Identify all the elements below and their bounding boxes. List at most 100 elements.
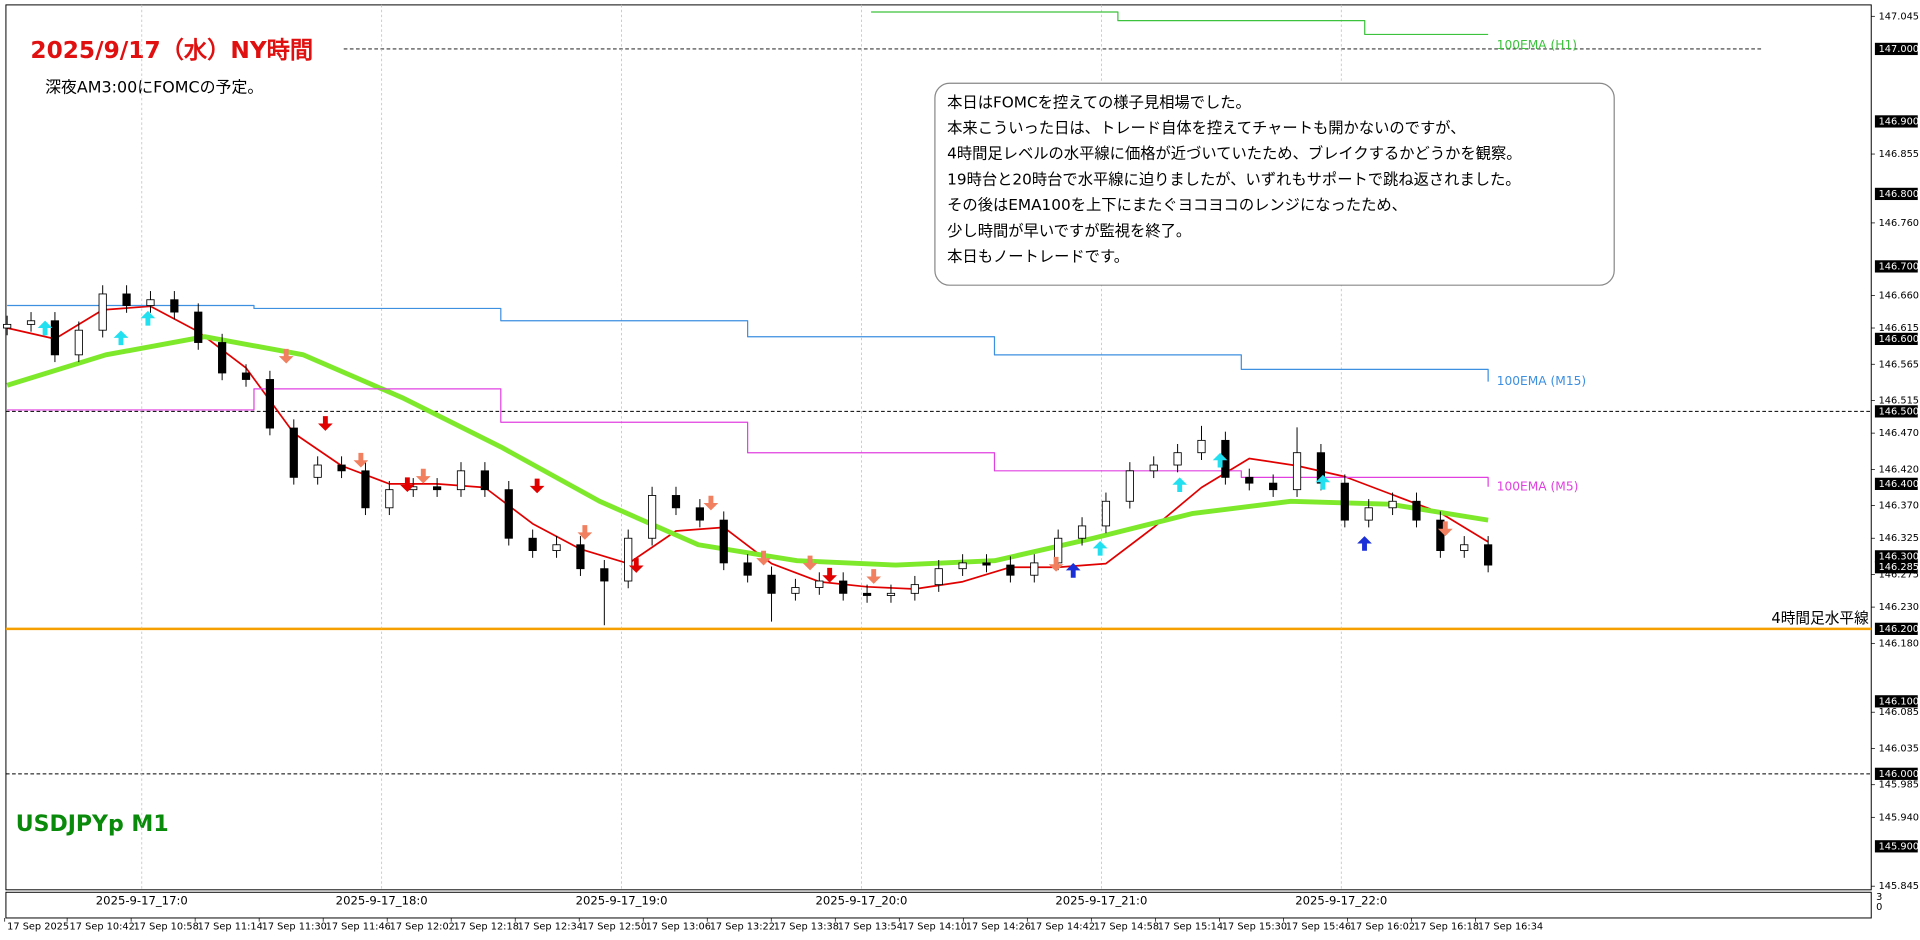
note-line: 4時間足レベルの水平線に価格が近づいていたため、ブレイクするかどうかを観察。 — [947, 145, 1521, 163]
y-tick-label: 146.420 — [1879, 464, 1919, 475]
x-tick-label: 17 Sep 16:18 — [1414, 922, 1479, 933]
session-label: 2025-9-17_19:0 — [576, 893, 668, 907]
candle-body — [695, 507, 704, 521]
down-arrow — [628, 558, 644, 573]
candle-body — [1340, 482, 1349, 521]
note-line: その後はEMA100を上下にまたぐヨコヨコのレンジになったため、 — [947, 196, 1407, 214]
up-arrow — [1172, 477, 1188, 493]
arrow-layer — [37, 310, 1453, 584]
x-tick-label: 17 Sep 13:54 — [838, 922, 903, 933]
price-label: 146.100 — [1879, 696, 1919, 707]
y-tick-label: 145.940 — [1879, 812, 1919, 823]
candle-body — [671, 495, 681, 509]
price-label-bg — [1874, 767, 1918, 780]
legend-label: 100EMA (H1) — [1497, 38, 1577, 52]
ema-line — [6, 305, 1489, 590]
candle-body — [552, 544, 561, 551]
ema-line — [7, 304, 1489, 382]
line-layer — [6, 11, 1489, 590]
y-tick-label: 146.470 — [1879, 428, 1919, 439]
x-tick-label: 17 Sep 11:30 — [262, 922, 327, 933]
legend-label: 100EMA (M15) — [1497, 374, 1586, 388]
price-label-bg — [1874, 405, 1918, 418]
down-arrow — [278, 348, 294, 364]
y-tick-label: 146.615 — [1879, 323, 1919, 334]
candle-body — [1292, 452, 1302, 491]
price-label: 146.900 — [1879, 116, 1919, 127]
price-label-bg — [1874, 332, 1918, 346]
price-label: 146.400 — [1879, 479, 1919, 490]
x-tick-label: 17 Sep 15:14 — [1158, 922, 1223, 933]
candle-body — [647, 495, 657, 539]
x-tick-label: 17 Sep 12:18 — [454, 922, 519, 933]
sub-axis-label: 3 — [1876, 892, 1882, 903]
price-label-bg — [1874, 115, 1918, 128]
candle-layer — [3, 285, 1493, 626]
x-tick-label: 17 Sep 10:58 — [134, 922, 199, 933]
down-arrow — [822, 567, 837, 583]
y-tick-label: 146.370 — [1879, 501, 1919, 512]
note-line: 本日もノートレードです。 — [947, 248, 1129, 266]
session-label: 2025-9-17_20:0 — [815, 893, 907, 907]
candle-body — [1101, 500, 1111, 527]
candle-body — [26, 320, 36, 325]
candle-body — [170, 299, 179, 313]
price-label: 146.000 — [1879, 769, 1919, 780]
candle-body — [241, 372, 251, 380]
down-arrow — [577, 525, 593, 540]
candle-body — [74, 329, 83, 356]
candle-body — [934, 568, 943, 586]
candle-body — [1006, 564, 1015, 576]
price-label-bg — [1874, 622, 1918, 635]
candle-body — [1269, 482, 1278, 491]
price-label-bg — [1874, 695, 1918, 708]
x-tick-label: 17 Sep 10:42 — [70, 922, 135, 933]
x-tick-label: 17 Sep 16:02 — [1350, 922, 1415, 933]
candle-body — [1149, 464, 1158, 472]
up-arrow — [1092, 540, 1108, 556]
ema-line — [7, 388, 1489, 487]
up-arrow — [1212, 452, 1228, 468]
x-tick-label: 17 Sep 11:46 — [326, 922, 391, 933]
up-arrow — [1065, 563, 1081, 578]
x-tick-label: 17 Sep 13:22 — [710, 922, 775, 933]
y-tick-label: 146.565 — [1879, 359, 1919, 370]
session-label: 2025-9-17_18:0 — [336, 893, 428, 907]
price-label: 146.500 — [1879, 406, 1919, 417]
y-tick-label: 146.180 — [1879, 638, 1919, 649]
candle-body — [1030, 562, 1039, 576]
x-tick-label: 17 Sep 12:50 — [582, 922, 647, 933]
note-box — [934, 82, 1615, 286]
sub-axis-label: 0 — [1876, 902, 1882, 913]
price-label: 146.700 — [1879, 261, 1919, 272]
candle-body — [743, 562, 752, 576]
subtitle: 深夜AM3:00にFOMCの予定。 — [45, 78, 263, 97]
candle-body — [1460, 544, 1469, 551]
candle-body — [910, 584, 919, 594]
down-arrow — [756, 550, 771, 566]
price-label-bg — [1874, 187, 1918, 201]
price-label: 146.200 — [1879, 624, 1919, 635]
candle-body — [433, 486, 442, 491]
price-label: 147.000 — [1879, 44, 1919, 55]
price-label: 145.900 — [1879, 841, 1919, 852]
plot-frame — [5, 4, 1872, 891]
candle-body — [1125, 470, 1134, 502]
candle-body — [146, 299, 155, 306]
candle-body — [337, 464, 346, 472]
candle-body — [122, 293, 131, 306]
sub-window — [5, 891, 1872, 919]
up-arrow — [140, 310, 156, 326]
x-tick-label: 17 Sep 14:42 — [1030, 922, 1095, 933]
candle-body — [600, 568, 609, 582]
up-arrow — [1357, 536, 1372, 551]
candle-body — [839, 580, 848, 594]
y-tick-label: 146.035 — [1879, 743, 1919, 754]
candle-body — [1245, 476, 1254, 484]
candle-body — [50, 320, 60, 356]
up-arrow — [113, 330, 129, 346]
down-arrow — [1048, 556, 1064, 572]
price-label: 146.800 — [1879, 189, 1919, 200]
price-label-bg — [1874, 260, 1918, 273]
